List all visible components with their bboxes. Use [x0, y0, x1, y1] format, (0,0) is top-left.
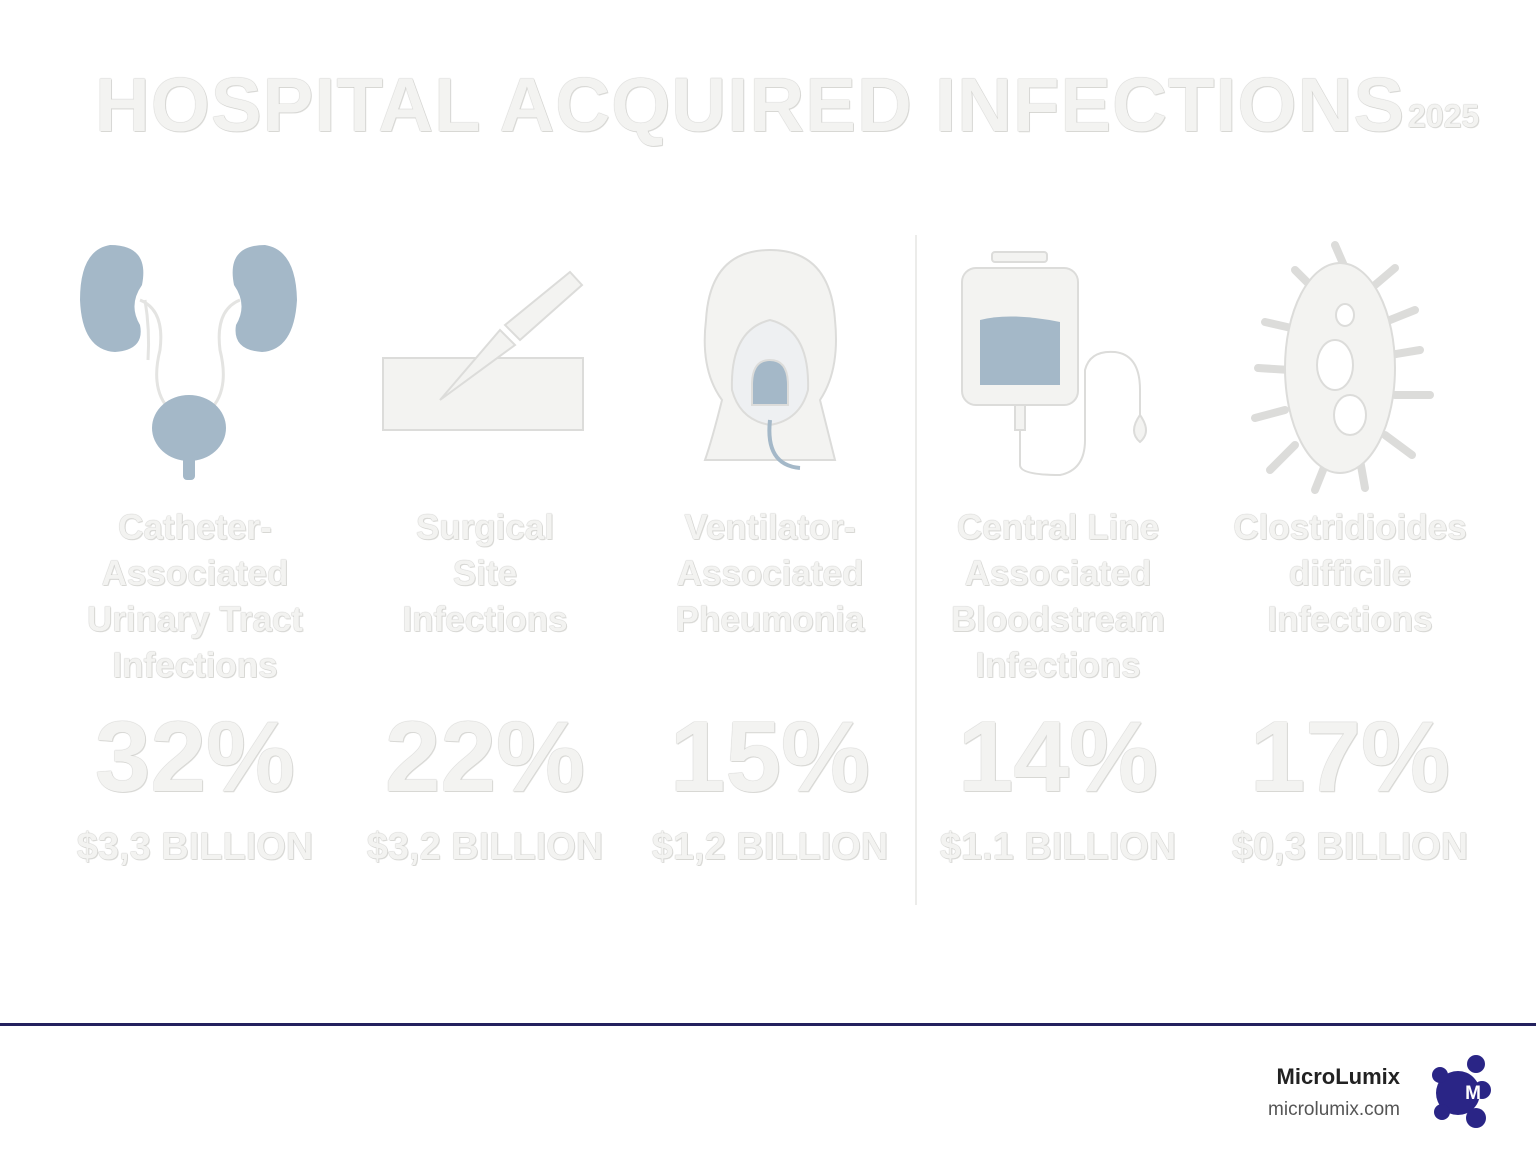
- label-line: Associated: [676, 554, 864, 593]
- item-cost: $3,3 BILLION: [76, 826, 314, 868]
- label-line: Central Line: [956, 508, 1160, 547]
- bacterium-icon: [1251, 241, 1434, 494]
- title: HOSPITAL ACQUIRED INFECTIONS: [95, 63, 1406, 148]
- scalpel-icon: [382, 270, 584, 431]
- label-line: Infections: [975, 646, 1141, 685]
- item-percent: 15%: [669, 701, 871, 813]
- logo: M: [1432, 1055, 1491, 1128]
- item-cost: $3,2 BILLION: [366, 826, 604, 868]
- item-percent: 22%: [384, 701, 586, 813]
- urinary-fill: [80, 245, 297, 480]
- item-cost: $0,3 BILLION: [1231, 826, 1469, 868]
- year: 2025: [1408, 98, 1480, 134]
- item-label: Clostridioides difficile Infections: [1205, 505, 1495, 643]
- label-line: Surgical: [415, 508, 555, 547]
- iv-bag-icon: [961, 251, 1147, 477]
- item-percent: 32%: [94, 701, 296, 813]
- urinary-icon: [139, 298, 241, 412]
- label-line: Associated: [101, 554, 289, 593]
- item-label: Central Line Associated Bloodstream Infecti…: [913, 505, 1203, 689]
- label-line: Catheter-: [118, 508, 272, 547]
- ventilator-icon: [703, 248, 837, 470]
- item-cost: $1.1 BILLION: [939, 826, 1177, 868]
- label-line: Infections: [402, 600, 568, 639]
- item-label: Catheter- Associated Urinary Tract Infectio…: [50, 505, 340, 689]
- label-line: Ventilator-: [684, 508, 856, 547]
- footer-rule: [0, 1023, 1536, 1026]
- item-percent: 14%: [957, 701, 1159, 813]
- label-line: Infections: [112, 646, 278, 685]
- label-line: Urinary Tract: [87, 600, 303, 639]
- url: microlumix.com: [1268, 1099, 1400, 1120]
- item-label: Ventilator- Associated Pheumonia: [625, 505, 915, 643]
- label-line: Pheumonia: [675, 600, 865, 639]
- item-label: Surgical Site Infections: [340, 505, 630, 643]
- item-percent: 17%: [1249, 701, 1451, 813]
- label-line: Site: [452, 554, 518, 593]
- item-cost: $1,2 BILLION: [651, 826, 889, 868]
- label-line: Infections: [1267, 600, 1433, 639]
- label-line: Clostridioides: [1233, 508, 1467, 547]
- svg-text:M: M: [1465, 1083, 1481, 1104]
- label-line: Associated: [964, 554, 1152, 593]
- label-line: Bloodstream: [951, 600, 1165, 639]
- label-line: difficile: [1288, 554, 1412, 593]
- brand: MicroLumix: [1276, 1064, 1400, 1089]
